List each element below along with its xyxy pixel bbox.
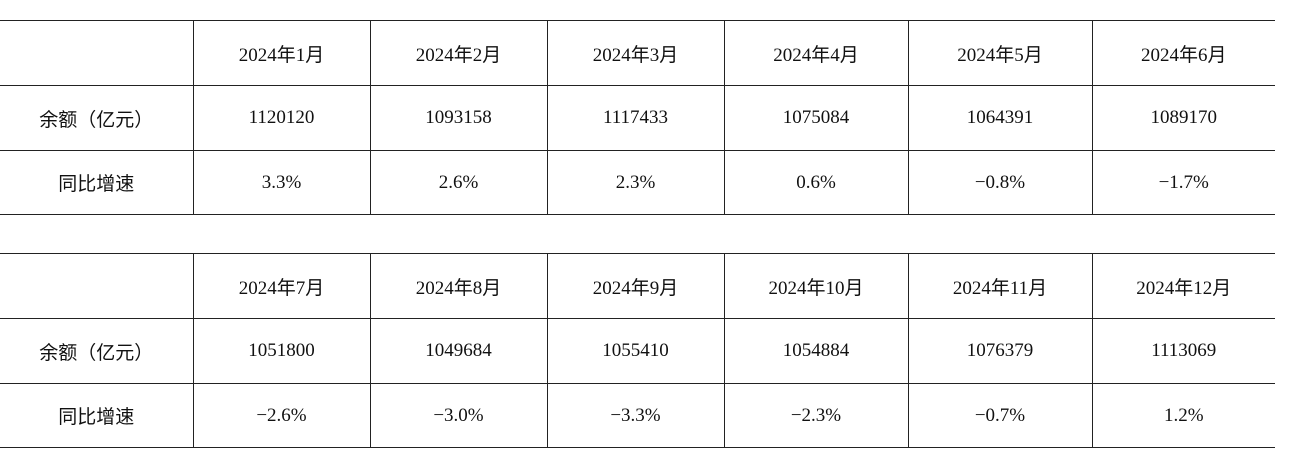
data-table: 2024年7月 2024年8月 2024年9月 2024年10月 2024年11月 202… xyxy=(0,253,1275,448)
header-cell: 2024年11月 xyxy=(907,253,1092,319)
data-cell: −2.6% xyxy=(192,383,370,448)
data-cell: −3.3% xyxy=(546,383,724,448)
data-cell: 1054884 xyxy=(723,318,908,384)
data-cell: 3.3% xyxy=(192,150,370,215)
corner-cell xyxy=(0,253,193,319)
row-label: 同比增速 xyxy=(0,150,193,215)
data-cell: −0.7% xyxy=(907,383,1092,448)
header-cell: 2024年1月 xyxy=(192,20,370,86)
row-label: 同比增速 xyxy=(0,383,193,448)
header-cell: 2024年7月 xyxy=(192,253,370,319)
data-cell: −1.7% xyxy=(1091,150,1275,215)
data-row: 余额（亿元） 1051800 1049684 1055410 1054884 107637… xyxy=(0,318,1275,384)
header-row: 2024年7月 2024年8月 2024年9月 2024年10月 2024年11月 202… xyxy=(0,253,1275,319)
data-cell: 1089170 xyxy=(1091,85,1275,151)
header-cell: 2024年10月 xyxy=(723,253,908,319)
data-table: 2024年1月 2024年2月 2024年3月 2024年4月 2024年5月 2024年… xyxy=(0,20,1275,215)
header-cell: 2024年5月 xyxy=(907,20,1092,86)
data-cell: 1076379 xyxy=(907,318,1092,384)
header-row: 2024年1月 2024年2月 2024年3月 2024年4月 2024年5月 2024年… xyxy=(0,20,1275,86)
data-cell: 1049684 xyxy=(369,318,547,384)
row-label: 余额（亿元） xyxy=(0,318,193,384)
header-cell: 2024年8月 xyxy=(369,253,547,319)
row-label: 余额（亿元） xyxy=(0,85,193,151)
data-cell: 2.6% xyxy=(369,150,547,215)
data-cell: 1064391 xyxy=(907,85,1092,151)
data-cell: 1051800 xyxy=(192,318,370,384)
data-cell: 1093158 xyxy=(369,85,547,151)
data-row: 余额（亿元） 1120120 1093158 1117433 1075084 106439… xyxy=(0,85,1275,151)
header-cell: 2024年4月 xyxy=(723,20,908,86)
header-cell: 2024年2月 xyxy=(369,20,547,86)
data-cell: 1117433 xyxy=(546,85,724,151)
data-cell: 1120120 xyxy=(192,85,370,151)
header-cell: 2024年6月 xyxy=(1091,20,1275,86)
data-cell: 0.6% xyxy=(723,150,908,215)
header-cell: 2024年9月 xyxy=(546,253,724,319)
data-cell: −0.8% xyxy=(907,150,1092,215)
data-cell: −2.3% xyxy=(723,383,908,448)
data-cell: 1113069 xyxy=(1091,318,1275,384)
data-cell: 1075084 xyxy=(723,85,908,151)
header-cell: 2024年3月 xyxy=(546,20,724,86)
data-row: 同比增速 3.3% 2.6% 2.3% 0.6% −0.8% −1.7% xyxy=(0,150,1275,215)
data-row: 同比增速 −2.6% −3.0% −3.3% −2.3% −0.7% 1.2% xyxy=(0,383,1275,448)
data-cell: 2.3% xyxy=(546,150,724,215)
data-cell: −3.0% xyxy=(369,383,547,448)
data-cell: 1.2% xyxy=(1091,383,1275,448)
corner-cell xyxy=(0,20,193,86)
data-cell: 1055410 xyxy=(546,318,724,384)
header-cell: 2024年12月 xyxy=(1091,253,1275,319)
